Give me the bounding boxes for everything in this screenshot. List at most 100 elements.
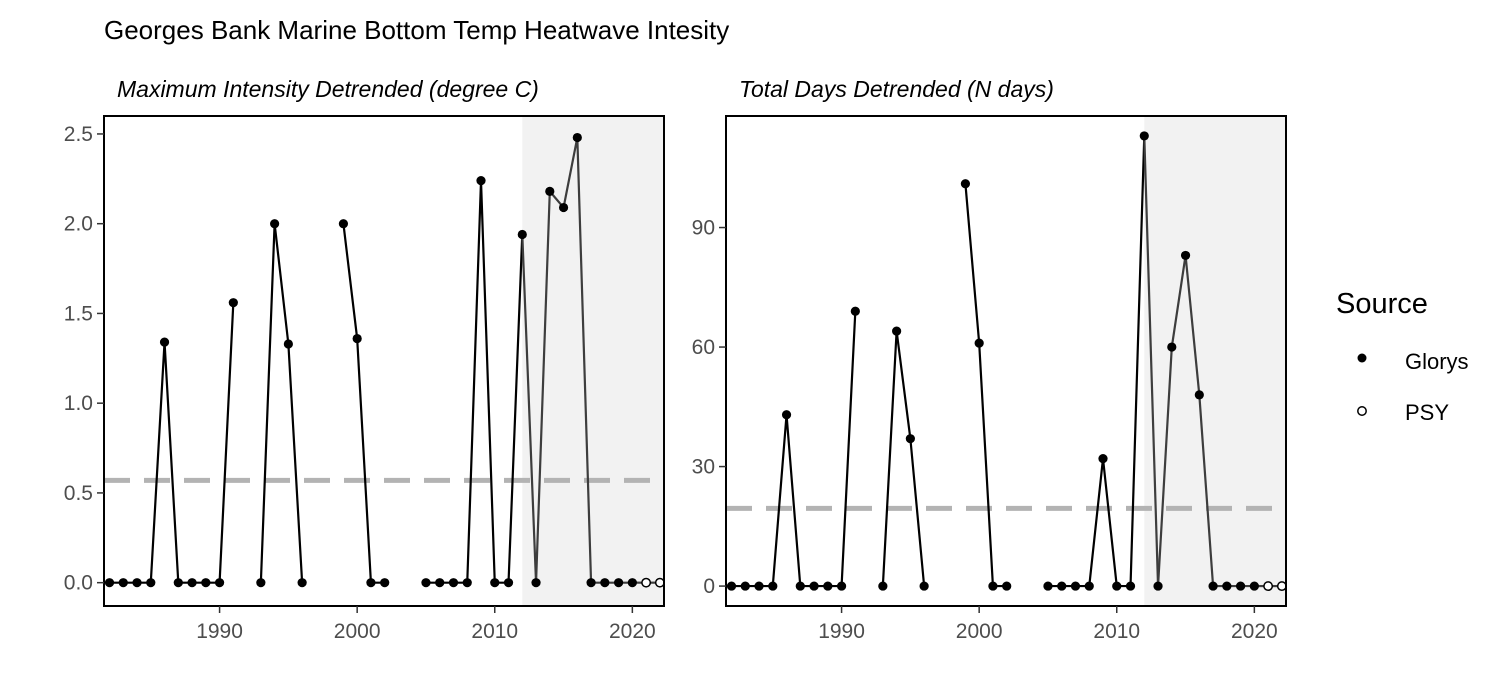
series-line-segment: [785, 413, 802, 588]
y-tick-label: 1.0: [64, 392, 93, 415]
data-point-glorys: [1002, 581, 1012, 591]
y-tick-label: 0.0: [64, 572, 93, 595]
series-line-segment: [466, 179, 483, 584]
legend-marker-glorys: [1357, 353, 1367, 363]
data-point-psy: [1263, 581, 1274, 592]
legend-marker-psy: [1357, 406, 1367, 416]
series-line-segment: [909, 437, 926, 588]
data-point-glorys: [613, 578, 624, 588]
data-point-glorys: [187, 578, 197, 588]
data-point-glorys: [1208, 581, 1218, 591]
data-point-glorys: [283, 339, 293, 349]
y-tick-label: 0.5: [64, 482, 93, 505]
data-point-glorys: [214, 578, 225, 588]
shaded-region: [1144, 116, 1286, 606]
data-point-glorys: [1153, 581, 1163, 591]
series-line-segment: [1143, 134, 1160, 588]
data-point-glorys: [1194, 390, 1204, 400]
panel-border: [725, 115, 1287, 607]
data-point-glorys: [726, 581, 737, 591]
series-line-segment: [1156, 345, 1173, 588]
plot-area: [726, 116, 1286, 606]
data-point-glorys: [256, 578, 266, 588]
data-point-glorys: [960, 179, 971, 189]
data-point-glorys: [132, 578, 142, 588]
data-point-glorys: [740, 581, 750, 591]
data-point-glorys: [1222, 581, 1232, 591]
y-tick-label: 90: [692, 217, 715, 240]
series-line-segment: [163, 341, 180, 584]
data-point-glorys: [558, 202, 569, 213]
data-point-glorys: [919, 581, 929, 591]
series-line-segment: [507, 233, 524, 584]
data-point-glorys: [781, 410, 792, 420]
x-tick-label: 2010: [471, 620, 518, 643]
y-tick-label: 60: [692, 336, 715, 359]
series-line-segment: [771, 413, 788, 588]
series-line-segment: [149, 341, 166, 584]
data-point-glorys: [754, 581, 764, 591]
data-point-glorys: [159, 337, 170, 347]
data-point-glorys: [1098, 454, 1108, 464]
data-point-glorys: [905, 434, 915, 444]
data-point-glorys: [988, 581, 998, 591]
data-point-glorys: [1070, 581, 1081, 591]
series-line-segment: [479, 179, 496, 584]
data-point-glorys: [1112, 581, 1122, 591]
data-point-glorys: [1057, 581, 1067, 591]
data-point-glorys: [173, 578, 183, 588]
data-point-glorys: [421, 578, 431, 588]
legend: Source Glorys PSY: [1336, 288, 1469, 425]
series-line-segment: [1198, 393, 1215, 588]
data-point-glorys: [517, 229, 527, 240]
series-line-segment: [978, 341, 995, 588]
series-line-segment: [576, 136, 593, 584]
data-point-glorys: [586, 578, 596, 588]
panel-title: Maximum Intensity Detrended (degree C): [117, 76, 539, 102]
y-tick-label: 30: [692, 456, 715, 479]
data-point-glorys: [228, 298, 238, 308]
data-point-glorys: [600, 578, 610, 588]
series-line-segment: [895, 330, 912, 440]
series-line-segment: [1101, 457, 1118, 588]
data-point-glorys: [1180, 250, 1191, 261]
data-point-glorys: [892, 326, 902, 336]
x-tick-label: 2020: [609, 620, 656, 643]
data-point-glorys: [627, 578, 637, 588]
data-point-glorys: [503, 578, 514, 588]
data-point-glorys: [795, 581, 805, 591]
data-point-glorys: [1167, 342, 1177, 352]
x-tick-label: 2000: [956, 620, 1003, 643]
data-point-psy: [1276, 581, 1286, 592]
data-point-psy: [641, 577, 652, 588]
data-point-glorys: [380, 578, 390, 588]
series-line-segment: [881, 330, 898, 588]
data-point-psy: [654, 577, 664, 588]
data-point-glorys: [476, 176, 486, 186]
plot-area: [104, 116, 664, 606]
x-tick-label: 1990: [196, 620, 243, 643]
series-line-segment: [273, 222, 290, 346]
legend-label-psy: PSY: [1405, 400, 1449, 425]
series-line-segment: [1088, 457, 1105, 588]
series-line-segment: [521, 233, 538, 584]
data-point-glorys: [352, 333, 362, 344]
data-point-glorys: [1125, 581, 1136, 591]
data-point-glorys: [201, 578, 211, 588]
data-point-glorys: [809, 581, 819, 591]
x-tick-label: 2000: [334, 620, 381, 643]
series-line-segment: [1170, 254, 1187, 349]
y-tick-label: 1.5: [64, 302, 93, 325]
data-point-glorys: [823, 581, 833, 591]
panel-title: Total Days Detrended (N days): [739, 76, 1054, 102]
series-line-segment: [964, 182, 981, 345]
panel-total-days: Total Days Detrended (N days) 0 30 60 90 1990…: [692, 76, 1287, 643]
legend-label-glorys: Glorys: [1405, 349, 1469, 374]
data-point-glorys: [768, 581, 778, 591]
figure-title: Georges Bank Marine Bottom Temp Heatwave…: [104, 15, 729, 45]
data-point-glorys: [490, 578, 500, 588]
data-point-glorys: [146, 578, 156, 588]
series-line-segment: [562, 136, 579, 209]
data-point-glorys: [118, 578, 128, 588]
